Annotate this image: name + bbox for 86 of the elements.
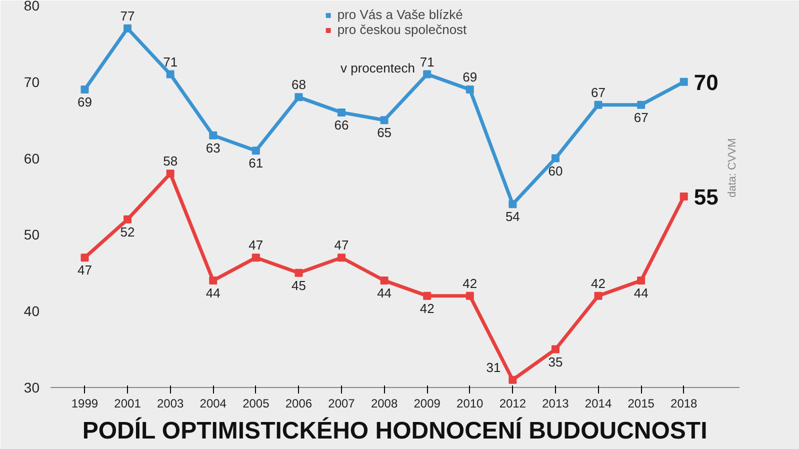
x-tick-label: 2009 [414, 396, 441, 410]
x-tick-label: 2018 [670, 396, 698, 410]
point [551, 154, 560, 162]
data-label: 45 [291, 278, 306, 293]
x-tick-label: 2003 [156, 396, 184, 410]
x-tick-label: 2005 [242, 396, 270, 410]
data-label: 77 [120, 8, 135, 24]
y-tick-label: 60 [24, 150, 40, 166]
data-label: 44 [377, 286, 392, 301]
point [637, 100, 646, 109]
y-tick-label: 80 [24, 0, 40, 14]
x-tick-label: 2010 [456, 396, 484, 410]
x-tick-label: 2015 [628, 396, 655, 410]
point [680, 192, 688, 200]
point [338, 108, 346, 116]
x-tick-label: 2008 [370, 396, 398, 410]
point [380, 276, 388, 285]
point [166, 170, 174, 178]
point [124, 215, 132, 224]
y-tick-label: 30 [24, 380, 40, 396]
point [380, 116, 388, 124]
data-label: 66 [334, 117, 349, 132]
y-tick-label: 40 [24, 303, 40, 320]
y-tick-label: 50 [24, 226, 40, 243]
x-tick-label: 2006 [285, 396, 312, 410]
point [594, 100, 602, 109]
point [80, 254, 89, 262]
data-label: 67 [634, 110, 648, 125]
data-label: 42 [420, 300, 434, 316]
data-label: 60 [548, 163, 563, 178]
data-label: 67 [591, 84, 606, 100]
point [594, 292, 602, 300]
point [80, 86, 89, 94]
point [252, 254, 260, 262]
point [637, 276, 646, 285]
data-label: 35 [548, 354, 563, 370]
x-tick-label: 2007 [328, 396, 356, 410]
point [252, 146, 260, 155]
x-tick-label: 2004 [200, 396, 227, 410]
point [423, 70, 432, 78]
data-label: 44 [206, 286, 220, 301]
point [551, 345, 560, 354]
x-tick-label: 2001 [114, 396, 142, 410]
data-label: 69 [462, 70, 478, 85]
point [466, 292, 474, 300]
data-label: 54 [505, 209, 520, 224]
point [294, 93, 303, 102]
data-label: 52 [120, 224, 135, 240]
data-label: 70 [694, 70, 718, 95]
point [466, 86, 474, 94]
data-label: 42 [462, 276, 478, 291]
data-label: 31 [486, 360, 501, 375]
point [166, 70, 174, 78]
point [508, 200, 517, 208]
data-label: 65 [377, 125, 392, 140]
data-label: 71 [420, 54, 434, 70]
data-label: 63 [206, 140, 220, 156]
legend-label: pro českou společnost [337, 22, 467, 37]
x-tick-label: 1999 [71, 396, 98, 410]
point [508, 376, 517, 384]
data-label: 47 [248, 238, 264, 253]
annotation: v procentech [340, 60, 415, 76]
data-label: 58 [163, 154, 178, 169]
legend-label: pro Vás a Vaše blízké [337, 7, 463, 22]
data-label: 47 [78, 262, 92, 278]
data-label: 71 [163, 54, 178, 70]
point [680, 78, 688, 86]
point [209, 276, 218, 285]
data-label: 68 [291, 77, 306, 92]
text: PODÍL OPTIMISTICKÉHO HODNOCENÍ BUDOUCNOSTI [82, 416, 708, 444]
annotation: data: CVVM [726, 138, 738, 198]
data-label: 69 [78, 94, 92, 110]
data-label: 61 [248, 156, 264, 171]
x-tick-label: 2012 [499, 396, 526, 410]
x-tick-label: 2013 [542, 396, 570, 410]
point [124, 24, 132, 32]
data-label: 42 [591, 276, 606, 291]
point [294, 268, 303, 277]
data-label: 44 [634, 286, 648, 301]
data-label: 47 [334, 238, 349, 253]
y-tick-label: 70 [24, 74, 40, 90]
point [209, 131, 218, 140]
data-label: 55 [694, 184, 718, 210]
point [423, 292, 432, 300]
x-tick-label: 2014 [584, 396, 612, 410]
point [338, 254, 346, 262]
